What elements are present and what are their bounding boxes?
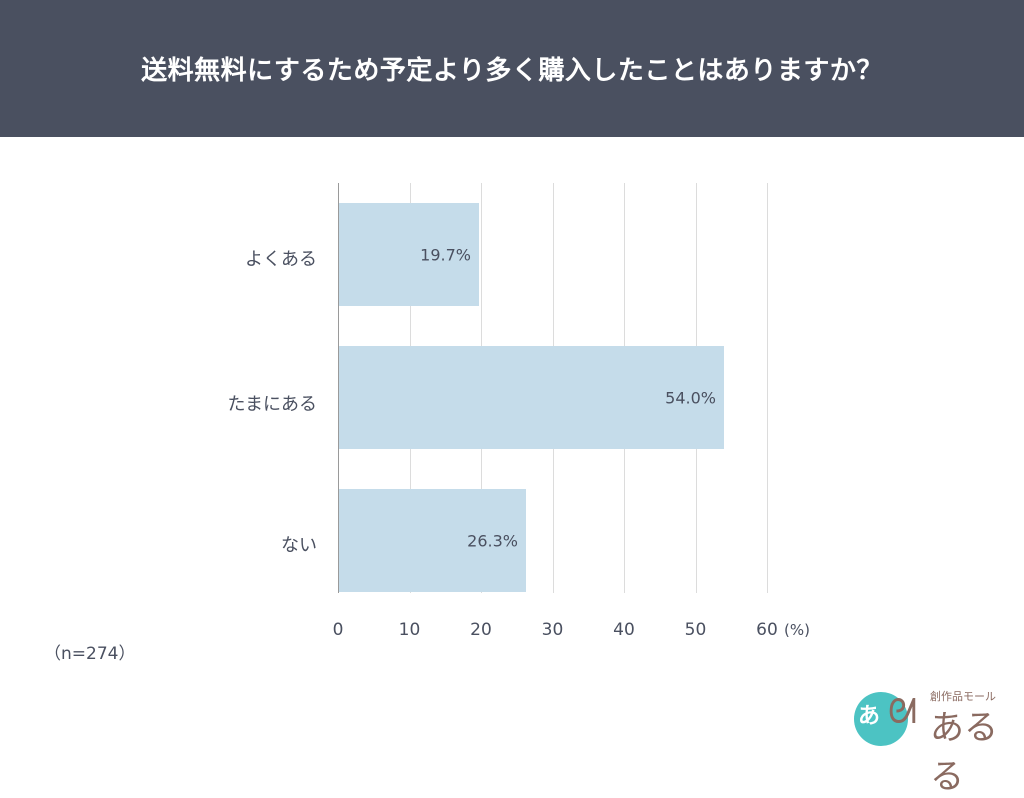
x-tick: 10 <box>398 620 421 640</box>
bar-value-label: 26.3% <box>467 531 518 550</box>
rabbit-icon: ᘛ <box>888 692 917 732</box>
x-tick: 60 <box>756 620 778 640</box>
bar: 19.7% <box>338 203 479 306</box>
logo-badge: あ <box>858 704 881 729</box>
x-tick: 30 <box>541 620 564 640</box>
x-tick: 40 <box>613 620 635 640</box>
category-label: よくある <box>245 249 317 270</box>
sample-size-note: （n=274） <box>44 644 136 664</box>
category-label: ない <box>281 535 317 556</box>
logo-name: あるる <box>930 708 998 797</box>
title-banner: 送料無料にするため予定より多く購入したことはありますか？ <box>0 0 1024 137</box>
bar-value-label: 19.7% <box>420 245 471 264</box>
logo-subtitle: 創作品モール <box>930 690 996 703</box>
logo-circle-icon <box>854 692 908 746</box>
y-axis-line <box>338 183 339 593</box>
x-tick: 50 <box>684 620 707 640</box>
x-axis-unit: (%) <box>784 621 810 639</box>
chart-title: 送料無料にするため予定より多く購入したことはありますか？ <box>141 56 883 86</box>
bar-value-label: 54.0% <box>665 388 716 407</box>
bar: 54.0% <box>338 346 724 449</box>
brand-logo: あ ᘛ 創作品モール あるる <box>850 686 1020 797</box>
gridline <box>767 183 768 593</box>
x-tick: 0 <box>332 620 344 640</box>
x-tick: 20 <box>470 620 492 640</box>
category-label: たまにある <box>227 394 317 415</box>
bar: 26.3% <box>338 489 526 592</box>
plot-area: 19.7% 54.0% 26.3% <box>338 183 768 593</box>
